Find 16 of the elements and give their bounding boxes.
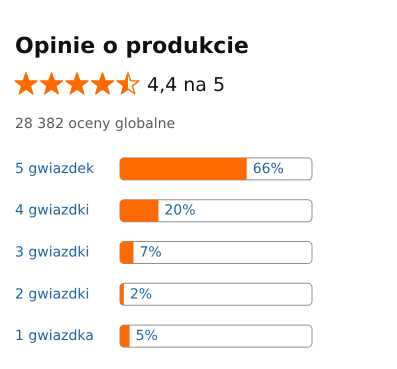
y-tick-label: 2 gwiazdki <box>15 286 90 302</box>
bar <box>120 242 134 264</box>
data-label: 66% <box>252 160 284 177</box>
data-label: 5% <box>136 328 158 344</box>
y-tick-label: 5 gwiazdek <box>15 160 96 177</box>
chart-title: Opinie o produkcie <box>15 34 249 59</box>
bar <box>120 325 130 348</box>
data-label: 2% <box>130 286 152 302</box>
data-label: 7% <box>139 244 162 260</box>
y-tick-label: 4 gwiazdki <box>15 202 90 219</box>
y-tick-label: 1 gwiazdka <box>15 328 94 344</box>
text: 28 382 oceny globalne <box>15 116 176 132</box>
y-tick-label: 3 gwiazdki <box>15 244 90 260</box>
data-label: 20% <box>164 202 196 219</box>
text: 4,4 na 5 <box>147 74 226 96</box>
bar <box>120 200 158 222</box>
